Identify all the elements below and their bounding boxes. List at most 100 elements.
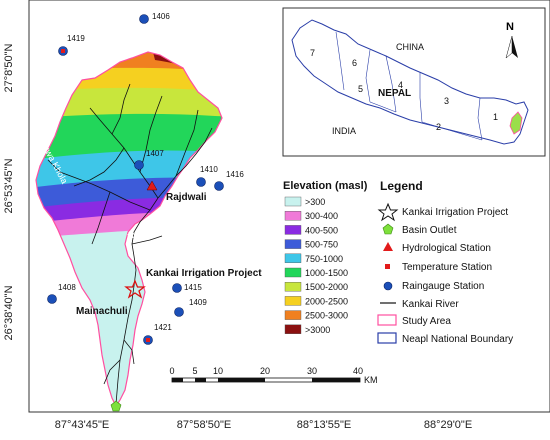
elevation-class-label: 400-500	[305, 225, 338, 235]
legend-pentagon-icon	[382, 223, 394, 235]
region-3-label: 3	[444, 96, 449, 106]
region-4-label: 4	[398, 80, 403, 90]
raingauge-station-1415	[172, 283, 182, 293]
legend-symbols	[377, 202, 399, 344]
north-arrow-icon: N	[505, 21, 518, 59]
legend-label-study: Study Area	[402, 316, 451, 327]
hydrological-station-marker	[146, 180, 158, 191]
legend-label-rain: Raingauge Station	[402, 281, 484, 292]
kankai-project-marker	[124, 279, 146, 299]
elevation-swatch	[284, 239, 302, 249]
station-label-1409: 1409	[189, 298, 207, 307]
elevation-class-label: 2000-2500	[305, 296, 348, 306]
scale-tick-40: 40	[353, 366, 363, 376]
elevation-swatch	[284, 324, 302, 334]
region-1-label: 1	[493, 112, 498, 122]
elevation-class-label: >300	[305, 197, 325, 207]
elevation-class-label: 1000-1500	[305, 268, 348, 278]
raingauge-station-1407	[134, 160, 144, 170]
elevation-title: Elevation (masl)	[283, 180, 368, 192]
legend-star-icon	[377, 202, 399, 222]
station-label-1415: 1415	[184, 283, 202, 292]
elevation-class-label: 2500-3000	[305, 311, 348, 321]
scale-tick-5: 5	[192, 366, 197, 376]
raingauge-station-1409	[174, 307, 184, 317]
legend-circle-icon	[383, 281, 393, 291]
legend-labels: Kankai Irrigation Project Basin Outlet H…	[402, 207, 513, 345]
elevation-swatch	[284, 196, 302, 207]
stations-layer: 1406 1419 1407 1410 1416 1408 1415 1409 1421	[47, 12, 244, 345]
inset-frame	[282, 7, 546, 157]
legend-square-icon	[385, 264, 390, 269]
elevation-class-label: 1500-2000	[305, 282, 348, 292]
scale-tick-0: 0	[169, 366, 174, 376]
station-label-1416: 1416	[226, 170, 244, 179]
legend-label-project: Kankai Irrigation Project	[402, 207, 508, 218]
inset-study-area	[509, 111, 523, 135]
scale-unit: KM	[364, 375, 378, 385]
region-5-label: 5	[358, 84, 363, 94]
temperature-station-1419	[61, 49, 65, 53]
lon-label-4: 88°29'0"E	[424, 419, 472, 431]
china-label: CHINA	[396, 42, 424, 52]
raingauge-station-1410	[196, 177, 206, 187]
lat-label-3: 26°38'40"N	[3, 285, 15, 340]
kankai-river-network	[47, 83, 213, 405]
raingauge-station-1406	[139, 14, 149, 24]
elevation-swatch	[284, 267, 302, 278]
province-lines	[335, 31, 483, 141]
scale-tick-10: 10	[213, 366, 223, 376]
legend-pink-box-icon	[377, 314, 397, 326]
kankai-project-label: Kankai Irrigation Project	[146, 268, 262, 279]
scale-tick-30: 30	[307, 366, 317, 376]
rajdwali-label: Rajdwali	[166, 192, 207, 203]
station-label-1408: 1408	[58, 283, 76, 292]
legend-triangle-icon	[383, 242, 393, 251]
nepal-inset-map: 7 6 5 4 3 2 1 CHINA NEPAL INDIA N	[282, 7, 546, 157]
elevation-swatch	[284, 282, 302, 292]
region-7-label: 7	[310, 48, 315, 58]
nepal-label: NEPAL	[378, 88, 411, 99]
raingauge-station-1416	[214, 181, 224, 191]
lon-label-1: 87°43'45"E	[55, 419, 109, 431]
legend-label-temp: Temperature Station	[402, 262, 492, 273]
elevation-swatch	[284, 225, 302, 235]
map-border	[28, 0, 550, 413]
legend-label-boundary: Neapl National Boundary	[402, 334, 513, 345]
nepal-boundary	[291, 19, 529, 145]
scale-bar: 0 5 10 20 30 40 KM	[169, 366, 377, 385]
lat-label-2: 26°53'45"N	[3, 158, 15, 213]
elevation-legend: >300 300-400 400-500 500-750 750-1000 1000-15…	[284, 196, 348, 335]
elevation-class-label: >3000	[305, 325, 330, 335]
scale-tick-20: 20	[260, 366, 270, 376]
elevation-swatch	[284, 210, 302, 221]
legend-blue-box-icon	[377, 332, 397, 344]
station-label-1407: 1407	[146, 149, 164, 158]
elevation-class-label: 500-750	[305, 240, 338, 250]
legend-label-hydro: Hydrological Station	[402, 243, 491, 254]
elevation-swatch	[284, 296, 302, 306]
elevation-swatch	[284, 310, 302, 320]
station-label-1406: 1406	[152, 12, 170, 21]
india-label: INDIA	[332, 126, 356, 136]
lon-label-3: 88°13'55"E	[297, 419, 351, 431]
station-label-1419: 1419	[67, 34, 85, 43]
raingauge-station-1408	[47, 294, 57, 304]
station-label-1410: 1410	[200, 165, 218, 174]
elevation-class-label: 750-1000	[305, 254, 343, 264]
legend-label-river: Kankai River	[402, 299, 459, 310]
temperature-station-1421	[146, 338, 150, 342]
station-label-1421: 1421	[154, 323, 172, 332]
north-label: N	[506, 21, 514, 33]
basin-outlet-marker	[110, 400, 122, 412]
lon-label-2: 87°58'50"E	[177, 419, 231, 431]
elevation-class-label: 300-400	[305, 211, 338, 221]
lat-label-1: 27°8'50"N	[3, 43, 15, 92]
study-area-boundary	[35, 51, 223, 408]
legend-title: Legend	[380, 179, 423, 193]
elevation-swatch	[284, 253, 302, 264]
region-2-label: 2	[436, 122, 441, 132]
region-6-label: 6	[352, 58, 357, 68]
